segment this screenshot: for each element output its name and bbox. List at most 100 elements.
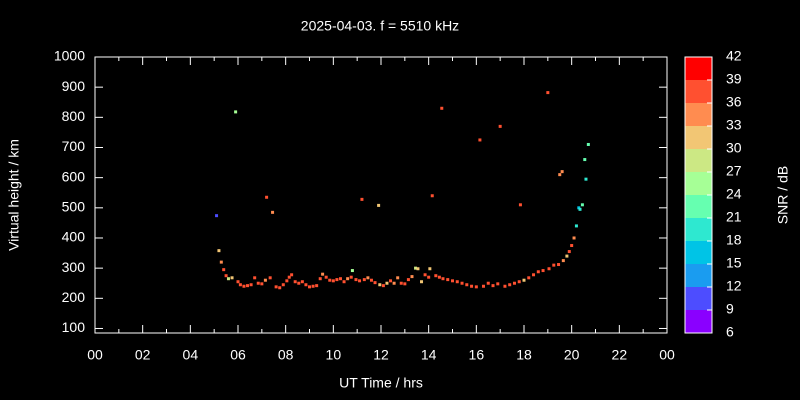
data-point — [268, 276, 272, 280]
data-point — [287, 275, 291, 279]
data-point — [290, 273, 294, 277]
data-point — [552, 263, 556, 267]
data-point — [377, 203, 381, 207]
x-tick-label: 22 — [612, 347, 628, 363]
plot-frame — [94, 56, 668, 334]
data-point — [293, 280, 297, 284]
x-tick-label: 00 — [659, 347, 675, 363]
data-point — [547, 267, 551, 271]
y-tick-label: 1000 — [54, 48, 85, 64]
data-point — [342, 280, 346, 284]
data-point — [460, 281, 464, 285]
data-point — [271, 210, 275, 214]
data-point — [358, 279, 362, 283]
y-tick-label: 200 — [62, 289, 86, 305]
data-point — [335, 278, 339, 282]
y-tick-label: 400 — [62, 229, 86, 245]
data-point — [389, 279, 393, 283]
x-tick-label: 00 — [87, 347, 103, 363]
data-point — [558, 173, 562, 177]
data-point — [527, 276, 531, 280]
data-point — [381, 284, 385, 288]
data-point — [560, 170, 564, 174]
data-point — [263, 278, 267, 282]
data-point — [517, 280, 521, 284]
colorbar-tick-label: 33 — [726, 117, 742, 133]
data-point — [577, 206, 581, 210]
data-point — [297, 281, 301, 285]
y-tick-label: 900 — [62, 78, 86, 94]
data-point — [300, 280, 304, 284]
colorbar-tick-label: 24 — [726, 186, 742, 202]
data-point — [474, 285, 478, 289]
data-point — [410, 275, 414, 279]
data-point — [354, 278, 358, 282]
data-point — [522, 278, 526, 282]
data-point — [321, 272, 325, 276]
data-point — [455, 280, 459, 284]
data-point — [350, 269, 354, 273]
y-tick-label: 500 — [62, 199, 86, 215]
data-point — [281, 283, 285, 287]
data-point — [349, 275, 353, 279]
colorbar-segment — [685, 264, 712, 287]
data-point — [441, 277, 445, 281]
y-tick-label: 700 — [62, 138, 86, 154]
data-point — [420, 280, 424, 284]
data-point — [253, 276, 257, 280]
colorbar-tick-label: 18 — [726, 232, 742, 248]
data-point — [546, 91, 550, 95]
data-point — [496, 282, 500, 286]
data-point — [584, 177, 588, 181]
data-point — [215, 214, 219, 218]
data-point — [491, 284, 495, 288]
colorbar-segment — [685, 287, 712, 310]
data-point — [498, 124, 502, 128]
data-point — [217, 249, 221, 253]
data-point — [304, 283, 308, 287]
data-point — [392, 281, 396, 285]
data-point — [427, 275, 431, 279]
data-point — [481, 284, 485, 288]
x-tick-label: 04 — [183, 347, 199, 363]
y-tick-label: 800 — [62, 108, 86, 124]
data-point — [440, 106, 444, 110]
colorbar-segment — [685, 310, 712, 333]
data-point — [428, 267, 432, 271]
colorbar-tick-label: 42 — [726, 48, 742, 64]
data-point — [508, 283, 512, 287]
data-point — [567, 250, 571, 254]
colorbar-tick-label: 9 — [726, 301, 734, 317]
colorbar-segment — [685, 103, 712, 126]
colorbar-tick-label: 27 — [726, 163, 742, 179]
data-point — [222, 268, 226, 272]
y-tick-label: 600 — [62, 168, 86, 184]
x-tick-label: 16 — [469, 347, 485, 363]
data-point — [249, 283, 253, 287]
data-point — [572, 236, 576, 240]
colorbar-segment — [685, 218, 712, 241]
y-axis-label: Virtual height / km — [6, 139, 22, 251]
data-point — [346, 277, 350, 281]
colorbar-segment — [685, 57, 712, 80]
colorbar-segment — [685, 126, 712, 149]
data-point — [416, 267, 420, 271]
data-point — [236, 280, 240, 284]
data-point — [583, 158, 587, 162]
colorbar-segment — [685, 80, 712, 103]
colorbar-label: SNR / dB — [775, 166, 791, 224]
data-point — [486, 281, 490, 285]
data-point — [470, 284, 474, 288]
data-point — [328, 278, 332, 282]
data-point — [219, 260, 223, 264]
data-point — [541, 269, 545, 273]
data-point — [430, 194, 434, 198]
data-point — [414, 266, 418, 270]
data-point — [242, 284, 246, 288]
data-point — [399, 281, 403, 285]
colorbar-tick-label: 30 — [726, 140, 742, 156]
data-point — [406, 278, 410, 282]
data-point — [260, 282, 264, 286]
